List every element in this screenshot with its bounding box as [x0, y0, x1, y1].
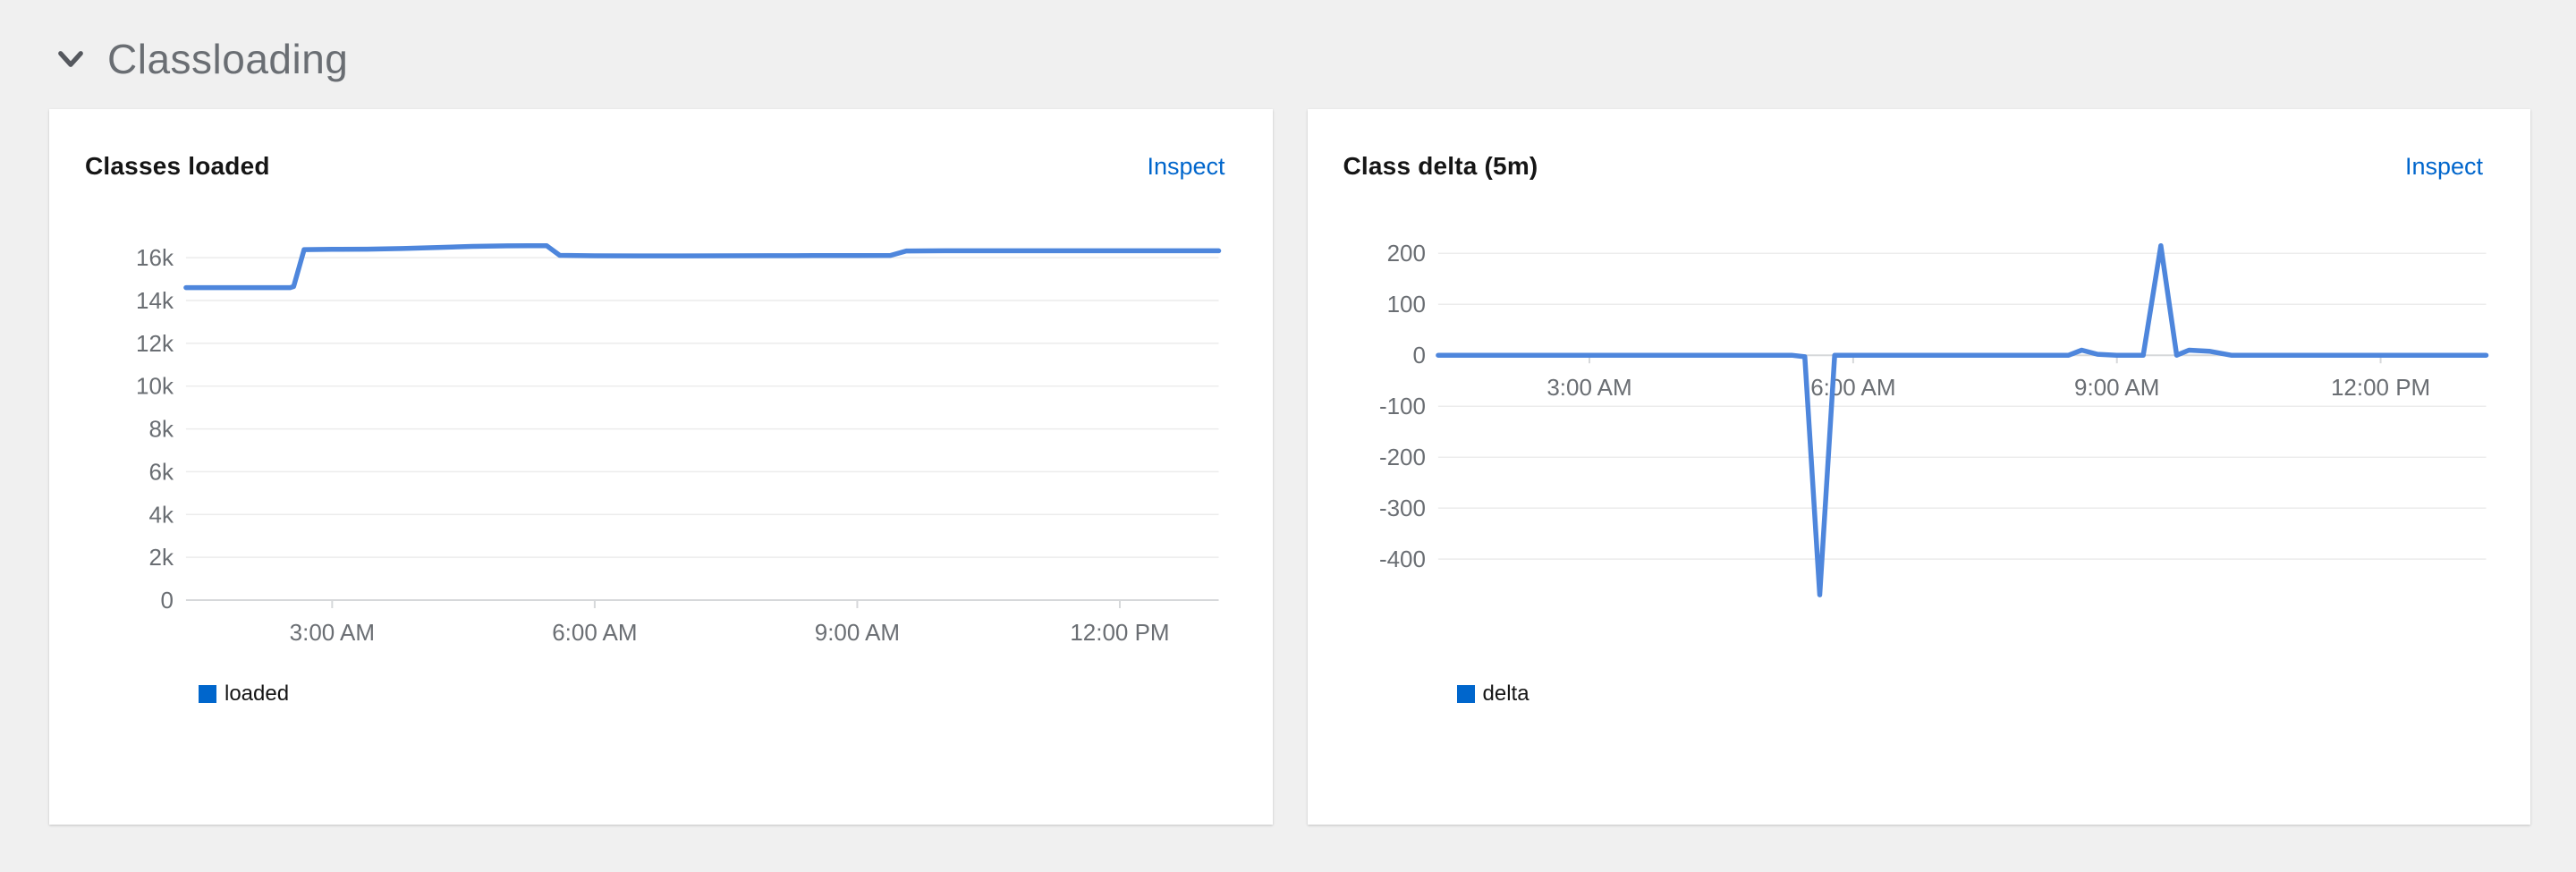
class-delta-chart[interactable]: 3:00 AM 6:00 AM 9:00 AM 12:00 PM 200 100 0 -100…	[1308, 225, 2531, 646]
chevron-down-icon	[55, 46, 86, 72]
svg-text:9:00 AM: 9:00 AM	[2074, 374, 2159, 401]
svg-text:-200: -200	[1378, 444, 1425, 470]
svg-text:3:00 AM: 3:00 AM	[1546, 374, 1631, 401]
svg-text:2k: 2k	[149, 544, 174, 571]
card-header: Classes loaded Inspect	[85, 152, 1225, 181]
card-title: Class delta (5m)	[1343, 152, 1538, 180]
svg-text:-400: -400	[1378, 546, 1425, 572]
chart-legend: loaded	[199, 682, 289, 707]
svg-text:0: 0	[1412, 342, 1425, 368]
svg-text:-100: -100	[1378, 393, 1425, 419]
svg-text:6:00 AM: 6:00 AM	[1810, 374, 1895, 401]
card-class-delta: Class delta (5m) Inspect 3:00 AM 6:00 AM 9…	[1307, 109, 2531, 825]
inspect-link[interactable]: Inspect	[1147, 153, 1225, 180]
svg-text:6:00 AM: 6:00 AM	[552, 619, 637, 646]
section-header-classloading[interactable]: Classloading	[0, 0, 2576, 82]
svg-text:9:00 AM: 9:00 AM	[815, 619, 900, 646]
svg-text:3:00 AM: 3:00 AM	[290, 619, 375, 646]
legend-label: delta	[1482, 682, 1530, 706]
svg-text:100: 100	[1386, 291, 1425, 317]
svg-text:4k: 4k	[149, 501, 174, 528]
legend-item-delta[interactable]: delta	[1456, 682, 1530, 707]
svg-text:12:00 PM: 12:00 PM	[2330, 374, 2429, 401]
card-title: Classes loaded	[85, 152, 270, 180]
x-axis-ticks	[331, 600, 1121, 608]
x-axis-labels: 3:00 AM 6:00 AM 9:00 AM 12:00 PM	[290, 619, 1170, 646]
y-axis-labels: 200 100 0 -100 -200 -300 -400	[1378, 240, 1425, 572]
legend-label: loaded	[225, 682, 290, 706]
svg-text:0: 0	[160, 587, 173, 614]
section-title: Classloading	[107, 36, 349, 82]
inspect-link[interactable]: Inspect	[2404, 153, 2483, 180]
series-line-delta	[1435, 242, 2488, 597]
svg-text:12k: 12k	[136, 330, 174, 357]
x-axis-labels: 3:00 AM 6:00 AM 9:00 AM 12:00 PM	[1546, 374, 2430, 401]
svg-text:10k: 10k	[136, 373, 174, 400]
legend-swatch	[199, 685, 216, 703]
gridlines	[1437, 252, 2487, 560]
gridlines	[185, 257, 1219, 601]
card-classes-loaded: Classes loaded Inspect 3:00 AM 6:00 AM 9:0…	[49, 109, 1273, 825]
svg-text:14k: 14k	[136, 287, 174, 314]
card-header: Class delta (5m) Inspect	[1343, 152, 2484, 181]
svg-text:-300: -300	[1378, 495, 1425, 521]
svg-text:8k: 8k	[149, 416, 174, 443]
svg-text:12:00 PM: 12:00 PM	[1070, 619, 1169, 646]
svg-text:16k: 16k	[136, 244, 174, 271]
legend-item-loaded[interactable]: loaded	[199, 682, 289, 707]
svg-text:6k: 6k	[149, 458, 174, 485]
svg-text:200: 200	[1386, 240, 1425, 267]
classloading-cards-row: Classes loaded Inspect 3:00 AM 6:00 AM 9:0…	[0, 82, 2576, 825]
y-axis-labels: 16k 14k 12k 10k 8k 6k 4k 2k 0	[136, 244, 174, 614]
legend-swatch	[1456, 685, 1475, 703]
chart-legend: delta	[1456, 682, 1530, 707]
classes-loaded-chart[interactable]: 3:00 AM 6:00 AM 9:00 AM 12:00 PM 16k 14k 12k 10…	[49, 225, 1273, 646]
series-line-loaded	[183, 242, 1222, 291]
